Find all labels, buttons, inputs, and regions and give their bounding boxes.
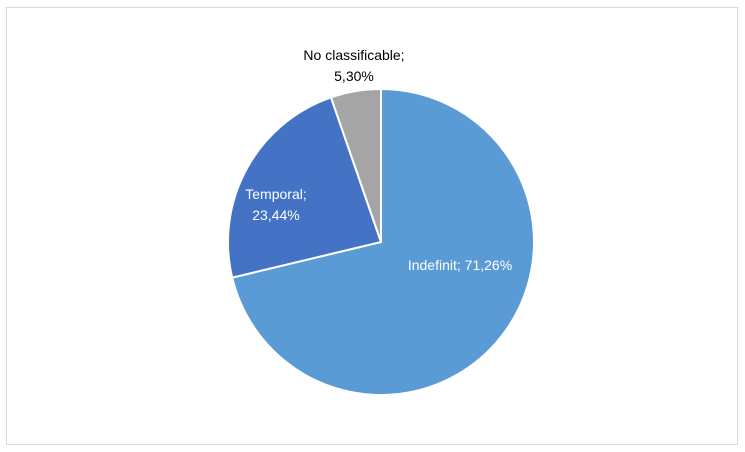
label-noclass-line2: 5,30% xyxy=(334,68,374,84)
label-temporal-line1: Temporal; xyxy=(245,186,306,202)
label-noclass-line1: No classificable; xyxy=(303,47,404,63)
pie-slices xyxy=(227,87,535,396)
slice-no-classificable xyxy=(329,87,382,243)
label-temporal-line2: 23,44% xyxy=(252,207,299,223)
slice-indefinit xyxy=(230,87,535,396)
label-indefinit: Indefinit; 71,26% xyxy=(408,257,512,273)
slice-temporal xyxy=(227,96,383,279)
data-labels: Indefinit; 71,26% Temporal; 23,44% No cl… xyxy=(245,47,512,273)
